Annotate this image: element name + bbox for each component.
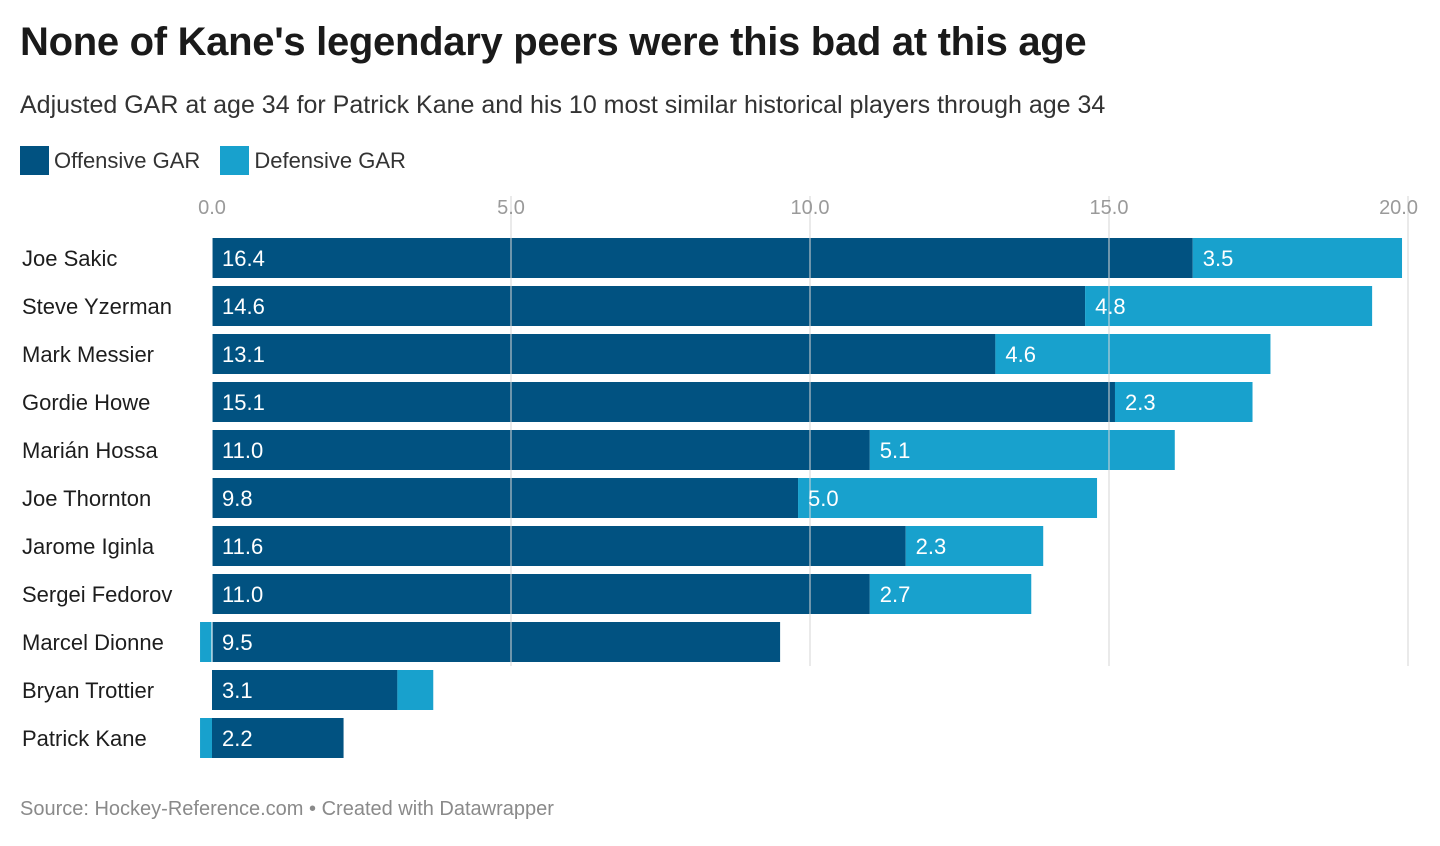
- category-label: Joe Sakic: [22, 246, 117, 271]
- footer-credit: Created with Datawrapper: [321, 798, 554, 820]
- legend-swatch-defensive: [220, 146, 250, 175]
- bar-offensive: [212, 430, 870, 470]
- bar-offensive: [212, 334, 996, 374]
- data-label-offensive: 9.5: [222, 630, 253, 655]
- bar-offensive: [212, 526, 906, 566]
- bar-defensive: [905, 526, 1044, 566]
- data-label-offensive: 11.0: [222, 438, 263, 463]
- chart-title: None of Kane's legendary peers were this…: [20, 20, 1087, 64]
- legend-label-offensive: Offensive GAR: [54, 147, 201, 173]
- data-label-offensive: 15.1: [222, 390, 265, 415]
- data-label-defensive: 4.8: [1095, 294, 1126, 319]
- bar-defensive: [995, 334, 1271, 374]
- data-label-offensive: 11.6: [222, 534, 263, 559]
- axis-tick-label: 5.0: [497, 197, 525, 219]
- footer-separator: •: [309, 798, 317, 820]
- axis-tick-label: 15.0: [1090, 197, 1129, 219]
- bar-defensive: [798, 478, 1098, 518]
- data-label-defensive: 3.5: [1203, 246, 1234, 271]
- data-label-defensive: 2.3: [916, 534, 947, 559]
- data-label-offensive: 14.6: [222, 294, 265, 319]
- legend-swatch-offensive: [20, 146, 49, 175]
- category-label: Gordie Howe: [22, 390, 150, 415]
- bar-defensive: [869, 430, 1175, 470]
- bar-defensive: [200, 622, 212, 662]
- legend: Offensive GAR Defensive GAR: [20, 146, 426, 175]
- footer-source: Source: Hockey-Reference.com: [20, 798, 304, 820]
- bar-offensive: [212, 574, 870, 614]
- footer: Source: Hockey-Reference.com • Created w…: [20, 798, 554, 821]
- data-label-offensive: 11.0: [222, 582, 263, 607]
- category-label: Mark Messier: [22, 342, 154, 367]
- bar-offensive: [212, 670, 398, 710]
- bar-defensive: [1192, 238, 1403, 278]
- bar-defensive: [1085, 286, 1373, 326]
- legend-item-offensive: Offensive GAR: [20, 146, 200, 175]
- category-label: Sergei Fedorov: [22, 582, 172, 607]
- category-label: Bryan Trottier: [22, 678, 154, 703]
- category-label: Jarome Iginla: [22, 534, 155, 559]
- category-label: Steve Yzerman: [22, 294, 172, 319]
- bar-defensive: [397, 670, 434, 710]
- data-label-defensive: 5.1: [880, 438, 911, 463]
- axis-tick-label: 20.0: [1379, 197, 1418, 219]
- bar-defensive: [869, 574, 1032, 614]
- data-label-offensive: 9.8: [222, 486, 253, 511]
- bar-defensive: [200, 718, 212, 758]
- legend-label-defensive: Defensive GAR: [254, 147, 406, 173]
- data-label-defensive: 4.6: [1005, 342, 1036, 367]
- data-label-defensive: 5.0: [808, 486, 839, 511]
- bar-offensive: [212, 238, 1193, 278]
- bar-defensive: [1114, 382, 1253, 422]
- chart-subtitle: Adjusted GAR at age 34 for Patrick Kane …: [20, 91, 1106, 119]
- axis-tick-label: 0.0: [198, 197, 226, 219]
- data-label-offensive: 3.1: [222, 678, 253, 703]
- data-label-offensive: 2.2: [222, 726, 253, 751]
- category-label: Patrick Kane: [22, 726, 147, 751]
- category-label: Joe Thornton: [22, 486, 151, 511]
- bar-offensive: [212, 478, 799, 518]
- bar-offensive: [212, 718, 344, 758]
- category-label: Marcel Dionne: [22, 630, 164, 655]
- data-label-offensive: 13.1: [222, 342, 265, 367]
- bar-chart: 0.0 5.0 10.0 15.0 20.0 Joe Sakic 16.4 3.5 Steve …: [22, 196, 1418, 758]
- legend-item-defensive: Defensive GAR: [220, 146, 406, 175]
- data-label-offensive: 16.4: [222, 246, 265, 271]
- axis-tick-label: 10.0: [791, 197, 830, 219]
- data-label-defensive: 2.3: [1125, 390, 1156, 415]
- category-label: Marián Hossa: [22, 438, 158, 463]
- bar-offensive: [212, 286, 1086, 326]
- bar-offensive: [212, 622, 781, 662]
- bar-offensive: [212, 382, 1115, 422]
- data-label-defensive: 2.7: [880, 582, 911, 607]
